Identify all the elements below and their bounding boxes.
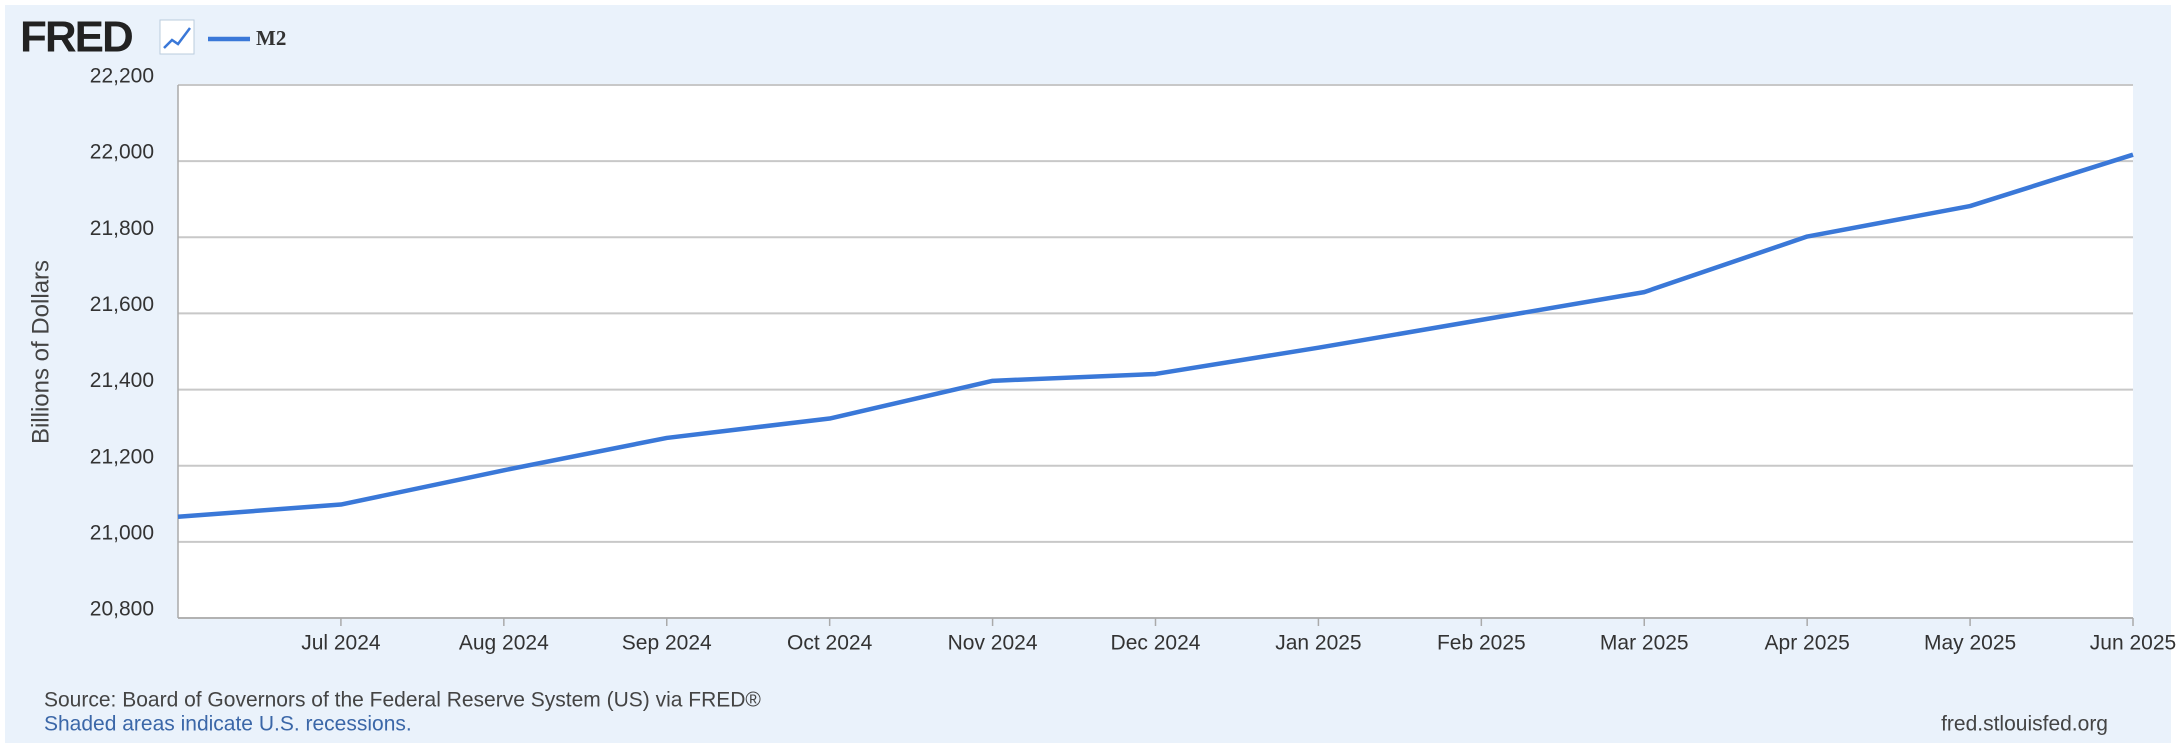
y-tick-label: 20,800 (90, 598, 154, 621)
series-line (177, 152, 2134, 519)
y-axis-label: Billions of Dollars (27, 260, 54, 444)
note: Shaded areas indicate U.S. recessions. (44, 713, 412, 736)
x-tick-label: Mar 2025 (1600, 632, 1689, 655)
y-tick-label: 21,400 (90, 369, 154, 392)
y-tick-label: 22,200 (90, 65, 154, 88)
x-tick-label: Aug 2024 (459, 632, 549, 655)
x-tick-label: Nov 2024 (948, 632, 1038, 655)
icon-line (163, 27, 191, 49)
y-tick-label: 21,000 (90, 521, 154, 544)
site: fred.stlouisfed.org (1941, 713, 2108, 736)
x-tick-label: Jan 2025 (1275, 632, 1361, 655)
y-tick-label: 22,000 (90, 141, 154, 164)
icon-box (159, 19, 195, 55)
logo: FRED (20, 13, 132, 62)
x-tick-label: Apr 2025 (1765, 632, 1850, 655)
legend-label: M2 (256, 26, 286, 50)
y-tick-label: 21,600 (90, 293, 154, 316)
x-tick-label: Feb 2025 (1437, 632, 1526, 655)
x-tick-label: Oct 2024 (787, 632, 873, 655)
y-tick-label: 21,800 (90, 217, 154, 240)
x-tick-label: Sep 2024 (622, 632, 712, 655)
y-tick-label: 21,200 (90, 445, 154, 468)
x-tick-label: Jul 2024 (301, 632, 381, 655)
source: Source: Board of Governors of the Federa… (44, 689, 761, 712)
x-tick-label: Jun 2025 (2090, 632, 2176, 655)
x-tick-label: May 2025 (1924, 632, 2016, 655)
logo-icon (159, 19, 195, 55)
x-tick-label: Dec 2024 (1111, 632, 1201, 655)
plot-area (178, 85, 2133, 618)
